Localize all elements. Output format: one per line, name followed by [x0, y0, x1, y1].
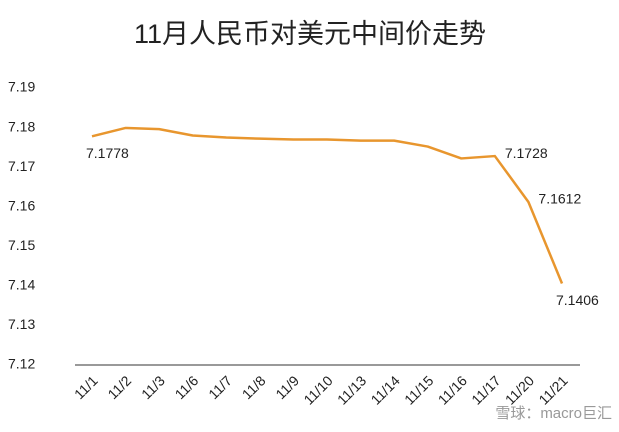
line [91, 126, 564, 284]
y-tick-label: 7.12 [8, 356, 35, 372]
y-tick-label: 7.14 [8, 277, 35, 293]
y-tick-label: 7.17 [8, 158, 35, 174]
y-tick-label: 7.19 [8, 79, 35, 95]
data-label: 7.1406 [556, 292, 599, 308]
data-label: 7.1612 [538, 191, 581, 207]
chart-title: 11月人民币对美元中间价走势 [134, 19, 486, 49]
y-tick-label: 7.13 [8, 316, 35, 332]
y-tick-label: 7.15 [8, 237, 35, 253]
y-tick-label: 7.16 [8, 197, 35, 213]
data-label: 7.1778 [86, 145, 129, 161]
y-tick-label: 7.18 [8, 118, 35, 134]
watermark: 雪球：macro巨汇 [495, 405, 612, 422]
data-label: 7.1728 [505, 145, 548, 161]
